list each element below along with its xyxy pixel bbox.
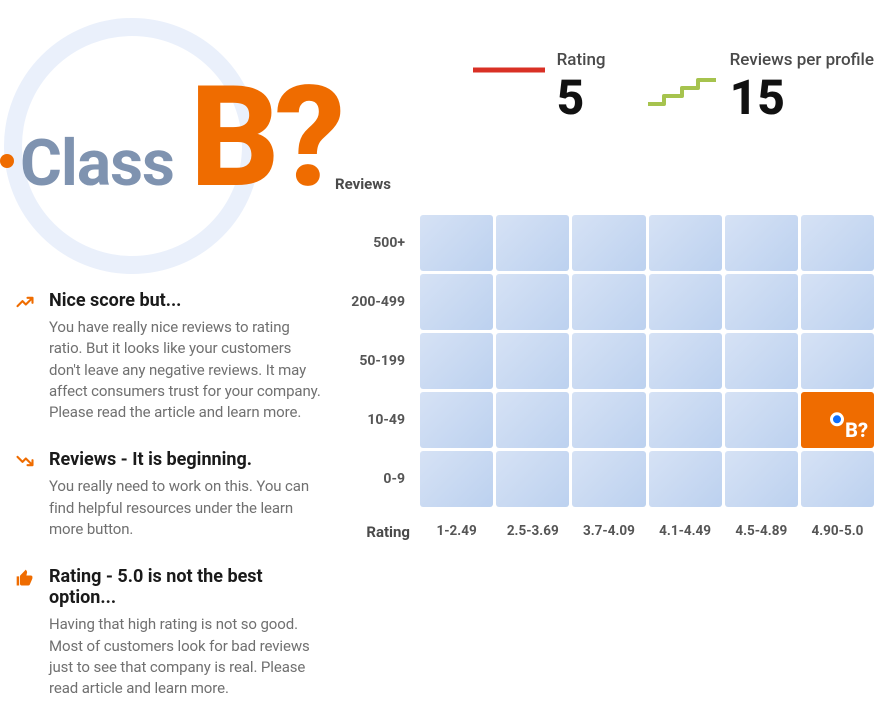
heat-cell [496, 215, 569, 271]
stat-reviews: Reviews per profile 15 [646, 50, 874, 122]
y-tick: 0-9 [335, 451, 415, 507]
heat-cell: B? [801, 392, 874, 448]
insight-text: Nice score but... You have really nice re… [49, 290, 325, 423]
insight-item: Rating - 5.0 is not the best option... Ha… [15, 566, 325, 699]
x-ticks: 1-2.492.5-3.693.7-4.094.1-4.494.5-4.894.… [420, 523, 874, 541]
heat-cell [572, 333, 645, 389]
marker-icon [830, 412, 844, 426]
x-tick: 3.7-4.09 [572, 523, 645, 541]
insight-title: Reviews - It is beginning. [49, 449, 325, 470]
insights-list: Nice score but... You have really nice re… [15, 290, 325, 726]
trend-up-icon [15, 292, 35, 423]
heat-cell [496, 333, 569, 389]
heat-cell [725, 274, 798, 330]
insight-title: Nice score but... [49, 290, 325, 311]
trend-down-icon [15, 451, 35, 540]
heat-cell [725, 333, 798, 389]
y-tick: 200-499 [335, 274, 415, 330]
insight-body: Having that high rating is not so good. … [49, 614, 325, 699]
heat-cell [649, 333, 722, 389]
x-tick: 1-2.49 [420, 523, 493, 541]
insight-body: You really need to work on this. You can… [49, 476, 325, 540]
class-label: Class [20, 126, 174, 201]
heat-cell [420, 333, 493, 389]
stat-rating-value: 5 [557, 74, 606, 122]
x-axis: Rating 1-2.492.5-3.693.7-4.094.1-4.494.5… [335, 523, 874, 541]
heat-cell [572, 392, 645, 448]
heat-cell [649, 215, 722, 271]
stats-row: Rating 5 Reviews per profile 15 [473, 50, 874, 122]
heat-cell [649, 274, 722, 330]
heat-row [420, 215, 874, 271]
heat-cell [572, 451, 645, 507]
insight-title: Rating - 5.0 is not the best option... [49, 566, 325, 608]
stat-reviews-label: Reviews per profile [730, 50, 874, 70]
heat-row [420, 274, 874, 330]
insight-text: Rating - 5.0 is not the best option... Ha… [49, 566, 325, 699]
y-tick: 10-49 [335, 392, 415, 448]
cell-grade-label: B? [845, 418, 868, 442]
stat-rating: Rating 5 [473, 50, 606, 122]
heat-cell [801, 215, 874, 271]
heat-cell [649, 451, 722, 507]
thumb-up-icon [15, 568, 35, 699]
heat-row [420, 451, 874, 507]
heat-cell [725, 451, 798, 507]
insight-text: Reviews - It is beginning. You really nee… [49, 449, 325, 540]
stat-rating-label: Rating [557, 50, 606, 70]
rating-sparkline-icon [473, 50, 545, 120]
x-tick: 4.1-4.49 [649, 523, 722, 541]
x-tick: 2.5-3.69 [496, 523, 569, 541]
heat-row: B? [420, 392, 874, 448]
x-tick: 4.90-5.0 [801, 523, 874, 541]
heat-cell [725, 215, 798, 271]
y-tick: 50-199 [335, 333, 415, 389]
heat-cell [420, 392, 493, 448]
heat-cell [496, 274, 569, 330]
y-ticks: 500+200-49950-19910-490-9 [335, 215, 415, 510]
heat-cell [420, 274, 493, 330]
heat-cell [420, 451, 493, 507]
heat-cell [572, 274, 645, 330]
insight-item: Reviews - It is beginning. You really nee… [15, 449, 325, 540]
heat-row [420, 333, 874, 389]
heat-cell [801, 333, 874, 389]
heat-cell [801, 274, 874, 330]
grade-value: B? [190, 75, 340, 201]
heat-cell [572, 215, 645, 271]
x-axis-title: Rating [335, 523, 420, 541]
reviews-sparkline-icon [646, 50, 718, 120]
dashboard-panel: Class B? Rating 5 Reviews per profile 15… [0, 0, 896, 711]
heat-cell [496, 392, 569, 448]
y-tick: 500+ [335, 215, 415, 271]
insight-body: You have really nice reviews to rating r… [49, 317, 325, 423]
heat-cell [496, 451, 569, 507]
heat-cell [725, 392, 798, 448]
heat-cell [649, 392, 722, 448]
x-tick: 4.5-4.89 [725, 523, 798, 541]
y-axis-title: Reviews [335, 175, 391, 193]
stat-reviews-value: 15 [730, 74, 874, 122]
heat-cell [420, 215, 493, 271]
heatmap-grid: B? [420, 215, 874, 510]
class-header: Class B? [0, 75, 340, 201]
insight-item: Nice score but... You have really nice re… [15, 290, 325, 423]
heat-cell [801, 451, 874, 507]
bullet-icon [0, 154, 14, 168]
